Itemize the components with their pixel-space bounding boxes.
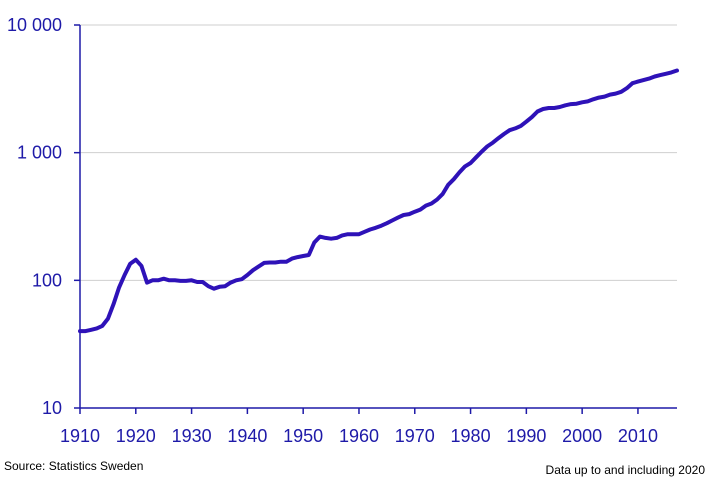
gridlines [80, 24, 677, 281]
y-tick-label: 100 [32, 270, 62, 290]
source-note: Source: Statistics Sweden [4, 459, 144, 473]
y-tick-label: 10 [42, 398, 62, 418]
x-tick-label: 1940 [227, 426, 267, 446]
x-tick-labels: 1910 1920 1930 1940 1950 1960 1970 1980 1990 2000… [60, 426, 658, 446]
y-tick-labels: 10 100 1 000 10 000 [7, 15, 62, 418]
data-coverage-note: Data up to and including 2020 [545, 463, 705, 477]
x-tick-label: 1960 [339, 426, 379, 446]
x-tick-label: 1950 [283, 426, 323, 446]
x-tick-label: 2010 [618, 426, 658, 446]
series-group [78, 68, 679, 334]
y-tick-label: 10 000 [7, 15, 62, 35]
axes [74, 24, 677, 414]
x-tick-label: 1980 [451, 426, 491, 446]
series-line [78, 68, 679, 334]
x-tick-label: 1990 [506, 426, 546, 446]
x-tick-label: 2000 [562, 426, 602, 446]
x-tick-label: 1930 [172, 426, 212, 446]
x-tick-label: 1920 [116, 426, 156, 446]
x-tick-label: 1910 [60, 426, 100, 446]
x-tick-label: 1970 [395, 426, 435, 446]
y-tick-label: 1 000 [17, 143, 62, 163]
